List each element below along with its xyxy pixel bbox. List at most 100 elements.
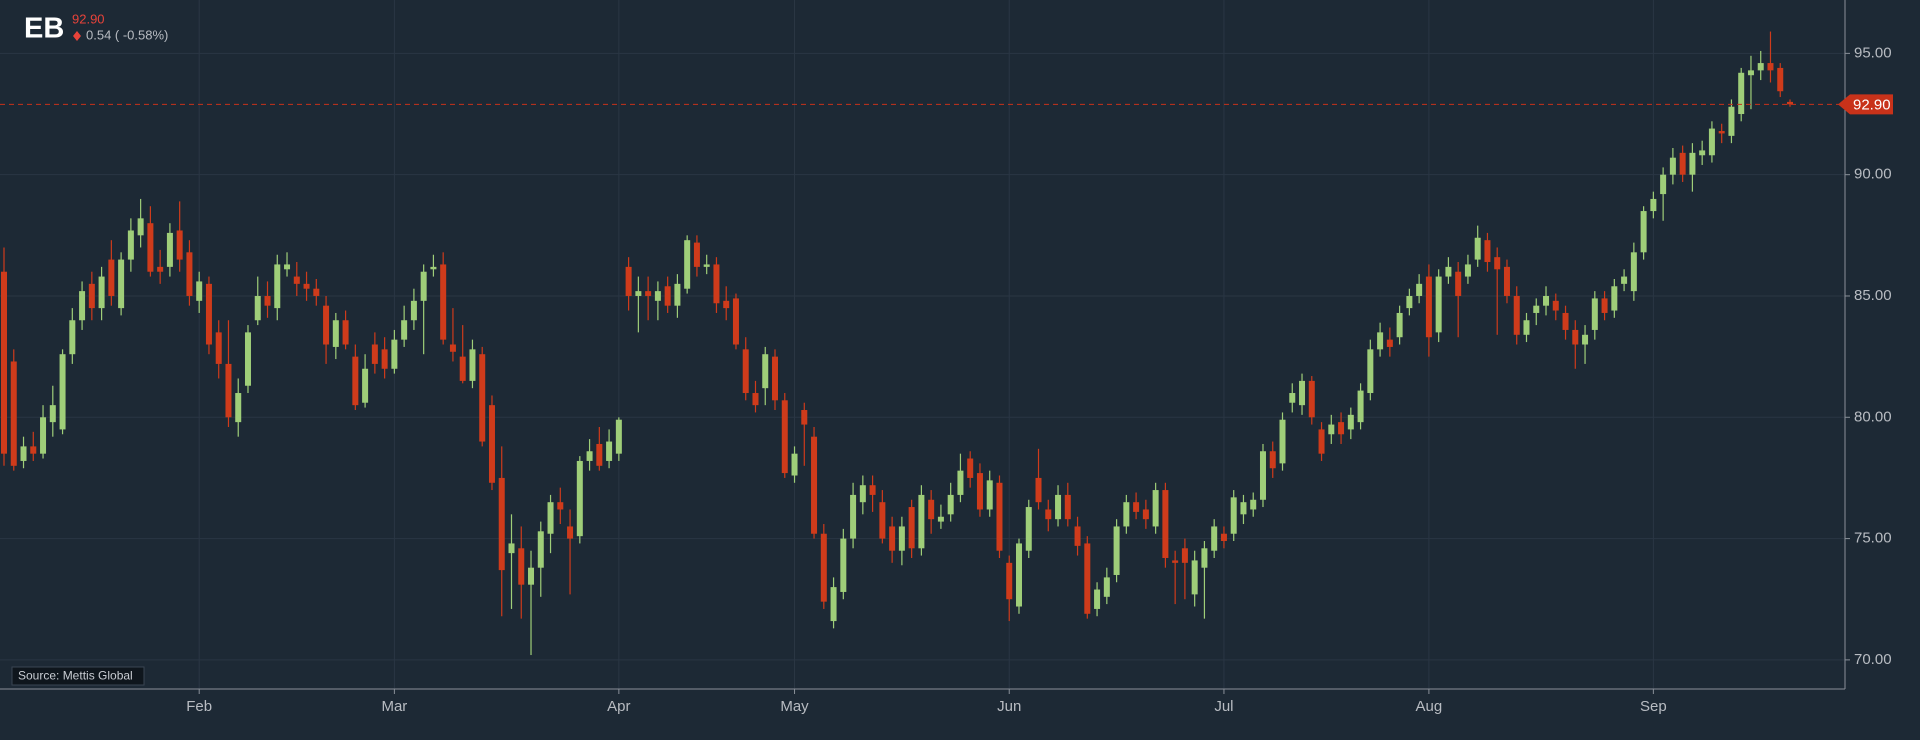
candle-body: [1757, 63, 1764, 71]
y-tick-label: 90.00: [1854, 166, 1892, 183]
candle-body: [840, 538, 847, 592]
candle-body: [1006, 562, 1013, 600]
candle-body: [488, 405, 495, 483]
last-price-tag: [1838, 94, 1893, 115]
candle-body: [88, 283, 95, 309]
candle-body: [684, 240, 691, 289]
candle-body: [254, 295, 261, 321]
candle-body: [1621, 276, 1628, 284]
candle-body: [811, 436, 818, 534]
candle-body: [1669, 157, 1676, 175]
x-tick-label: Apr: [607, 698, 630, 715]
candle-body: [1015, 543, 1022, 607]
candle-body: [625, 266, 632, 296]
y-tick-label: 95.00: [1854, 44, 1892, 61]
candle-body: [518, 548, 525, 585]
candle-body: [791, 453, 798, 476]
candle-body: [1582, 334, 1589, 345]
candle-body: [781, 400, 788, 474]
candle-body: [10, 361, 17, 466]
x-tick-label: Sep: [1640, 698, 1667, 715]
candle-body: [459, 356, 466, 381]
candle-body: [820, 533, 827, 602]
candle-body: [1240, 502, 1247, 515]
candle-body: [1640, 211, 1647, 253]
source-box: [11, 666, 145, 686]
candle-body: [557, 502, 564, 510]
x-tick-label: Feb: [186, 698, 212, 715]
candle-body: [1630, 252, 1637, 292]
candle-body: [596, 443, 603, 466]
candle-body: [898, 526, 905, 551]
candle-body: [937, 516, 944, 522]
candle-body: [1767, 63, 1774, 71]
candle-body: [1562, 312, 1569, 330]
candle-body: [918, 494, 925, 549]
candle-body: [1113, 526, 1120, 575]
candle-body: [371, 344, 378, 364]
candle-body: [1611, 286, 1618, 311]
candle-body: [986, 480, 993, 510]
candle-body: [342, 320, 349, 345]
candle-body: [1172, 560, 1179, 563]
candle-body: [498, 477, 505, 571]
y-tick-label: 70.00: [1854, 651, 1892, 668]
candle-body: [850, 494, 857, 539]
candle-body: [176, 230, 183, 260]
candle-body: [1406, 295, 1413, 309]
candle-body: [869, 485, 876, 495]
candle-body: [859, 485, 866, 503]
candle-body: [1367, 349, 1374, 394]
candle-body: [928, 499, 935, 520]
candle-body: [879, 502, 886, 539]
candle-body: [264, 295, 271, 306]
candle-body: [1543, 295, 1550, 306]
candle-body: [1328, 424, 1335, 435]
candle-body: [976, 473, 983, 510]
candle-body: [1094, 589, 1101, 609]
candle-body: [1035, 477, 1042, 503]
candle-body: [69, 320, 76, 355]
candle-body: [410, 300, 417, 321]
candle-body: [830, 587, 837, 622]
candle-body: [1279, 419, 1286, 464]
candle-body: [118, 259, 125, 309]
candle-body: [323, 305, 330, 345]
candle-body: [1474, 237, 1481, 260]
candle-body: [166, 232, 173, 267]
candle-body: [586, 451, 593, 461]
candle-body: [1064, 494, 1071, 520]
candle-body: [1055, 494, 1062, 520]
candle-body: [703, 264, 710, 267]
candle-body: [59, 354, 66, 430]
candle-body: [772, 356, 779, 401]
candle-body: [1347, 414, 1354, 430]
candle-body: [430, 266, 437, 270]
candle-body: [225, 363, 232, 418]
candle-body: [49, 405, 56, 423]
candle-body: [127, 230, 134, 260]
candle-body: [284, 264, 291, 270]
candle-body: [957, 470, 964, 495]
candle-body: [1416, 283, 1423, 296]
candle-body: [1181, 548, 1188, 563]
candle-body: [391, 339, 398, 369]
candle-body: [313, 288, 320, 296]
candle-body: [1025, 507, 1032, 551]
candle-body: [274, 264, 281, 309]
candle-body: [352, 356, 359, 406]
candle-body: [1, 271, 7, 454]
x-tick-label: Mar: [381, 698, 407, 715]
candle-body: [537, 531, 544, 568]
candle-body: [1377, 332, 1384, 350]
candles: [1, 31, 1793, 656]
candle-body: [1552, 300, 1559, 311]
candle-body: [606, 441, 613, 461]
candle-body: [801, 410, 808, 425]
candle-body: [713, 264, 720, 304]
candle-body: [908, 507, 915, 549]
x-tick-label: May: [780, 698, 809, 715]
candle-body: [1494, 257, 1501, 270]
candle-body: [205, 283, 212, 345]
